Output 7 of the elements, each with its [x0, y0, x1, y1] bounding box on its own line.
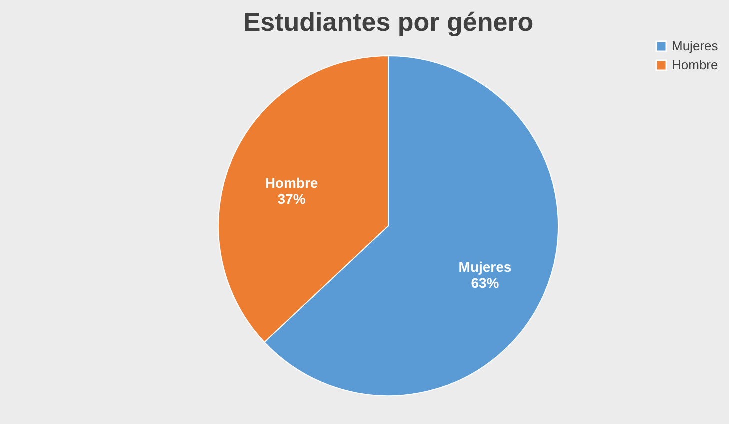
slice-label: Mujeres — [458, 258, 512, 275]
data-label: 63% — [471, 274, 500, 291]
data-label: 37% — [278, 191, 306, 208]
legend-label: Mujeres — [672, 38, 719, 54]
chart-title: Estudiantes por género — [243, 7, 534, 37]
legend-label: Hombre — [672, 58, 718, 72]
slice-label: Hombre — [265, 175, 318, 192]
